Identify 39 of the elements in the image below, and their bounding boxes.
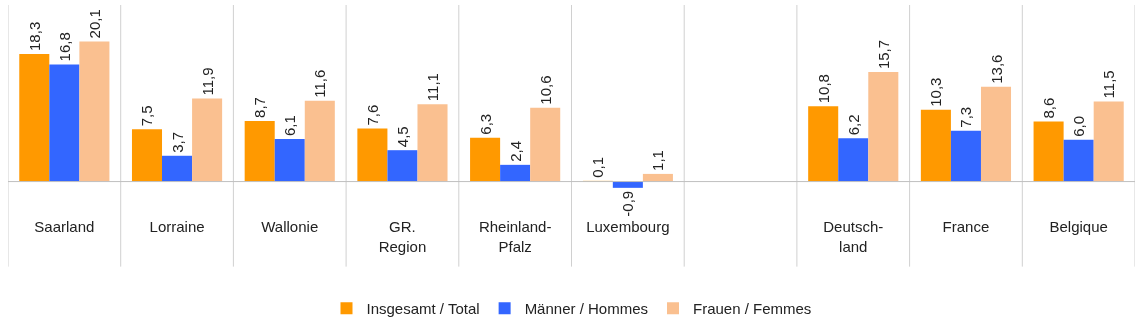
data-label: 7,5 xyxy=(138,105,156,127)
data-label: 11,9 xyxy=(198,67,216,96)
x-tick-label: Wallonie xyxy=(261,218,319,235)
data-label: 7,6 xyxy=(363,104,381,126)
data-label: 11,6 xyxy=(311,69,329,98)
x-tick-label: France xyxy=(942,218,990,235)
data-label: 15,7 xyxy=(874,39,892,70)
x-tick-label: GR. Region xyxy=(378,218,427,255)
x-tick-label: Lorraine xyxy=(149,218,205,235)
data-label: 6,1 xyxy=(281,115,299,137)
legend-label: Männer / Hommes xyxy=(524,300,648,318)
x-tick-label: Saarland xyxy=(34,218,95,235)
data-label: 6,0 xyxy=(1070,115,1088,137)
x-tick-label: Deutsch- land xyxy=(823,218,884,255)
data-label: 11,5 xyxy=(1100,70,1118,99)
data-label: 11,1 xyxy=(424,73,442,102)
data-label: 2,4 xyxy=(506,140,524,162)
data-label: 18,3 xyxy=(25,21,43,51)
data-label: 1,1 xyxy=(649,150,667,171)
data-label: -0,9 xyxy=(619,190,637,217)
x-tick-label: Luxembourg xyxy=(586,218,670,235)
data-label: 7,3 xyxy=(957,106,975,128)
data-label: 10,6 xyxy=(536,75,554,105)
data-label: 0,1 xyxy=(589,157,607,178)
x-tick-label: Rheinland- Pfalz xyxy=(478,218,552,255)
data-label: 3,7 xyxy=(168,131,186,153)
data-label: 8,7 xyxy=(251,97,269,118)
data-label: 8,6 xyxy=(1040,97,1058,119)
data-label: 4,5 xyxy=(393,126,411,148)
data-label: 10,8 xyxy=(814,74,832,104)
data-label: 13,6 xyxy=(987,54,1005,84)
legend-label: Frauen / Femmes xyxy=(693,300,812,318)
x-tick-label: Belgique xyxy=(1049,218,1108,235)
data-label: 20,1 xyxy=(85,9,103,39)
data-label: 6,3 xyxy=(476,113,494,135)
data-label: 16,8 xyxy=(55,32,73,62)
legend-label: Insgesamt / Total xyxy=(366,300,480,318)
data-label: 6,2 xyxy=(844,114,862,136)
data-label: 10,3 xyxy=(927,77,945,107)
